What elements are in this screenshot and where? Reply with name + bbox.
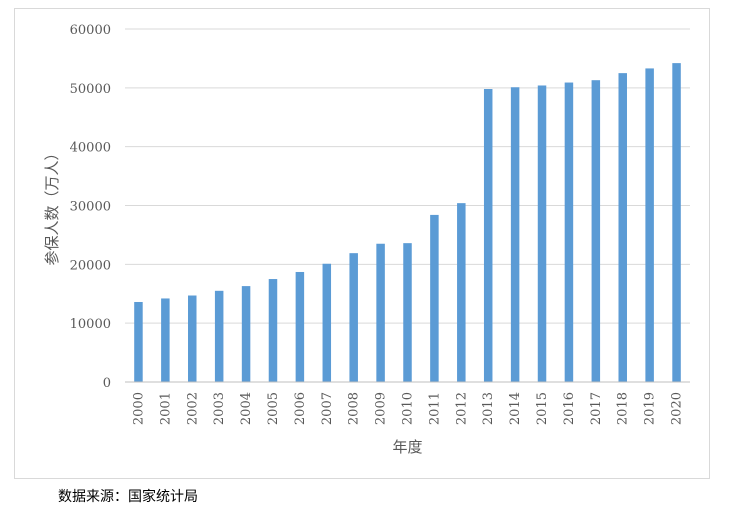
bar-2009: [376, 243, 385, 382]
bar-2014: [510, 87, 520, 382]
x-tick-label: 2009: [374, 392, 389, 425]
x-tick-label: 2004: [239, 392, 254, 425]
bar-2019: [645, 68, 654, 383]
bar-chart: 0 10000 20000 30000 40000 50000 60000 2000 2001…: [43, 23, 690, 456]
bar-2010: [403, 243, 412, 382]
bar-2013: [483, 89, 493, 382]
bar-2002: [188, 295, 197, 382]
x-tick-labels: 2000 2001 2002 2003 2004 2005 2006 2007 2008 2009…: [131, 392, 684, 425]
y-tick-labels: 0 10000 20000 30000 40000 50000 60000: [70, 23, 111, 391]
y-tick-label: 0: [103, 376, 111, 391]
y-tick-label: 10000: [70, 317, 111, 332]
x-tick-label: 2008: [347, 392, 362, 425]
y-tick-label: 50000: [70, 82, 111, 97]
x-tick-label: 2001: [158, 392, 173, 425]
x-tick-label: 2012: [454, 392, 469, 425]
bar-2003: [214, 290, 224, 382]
y-tick-label: 60000: [70, 23, 111, 38]
y-tick-label: 20000: [70, 258, 111, 273]
y-tick-label: 40000: [70, 141, 111, 156]
bar-2001: [161, 298, 170, 382]
x-tick-label: 2016: [562, 392, 577, 425]
x-axis-title: 年度: [392, 438, 422, 456]
bar-2005: [268, 279, 278, 382]
bar-2006: [295, 271, 305, 382]
x-tick-label: 2015: [535, 392, 550, 425]
x-tick-label: 2005: [266, 392, 281, 425]
x-tick-label: 2020: [670, 392, 685, 425]
bar-2016: [564, 82, 574, 382]
x-tick-label: 2006: [293, 392, 308, 425]
bar-2000: [134, 301, 143, 382]
bar-2020: [672, 63, 681, 383]
bar-2015: [537, 85, 547, 382]
x-tick-label: 2002: [185, 392, 200, 425]
x-tick-label: 2011: [427, 392, 442, 425]
x-tick-label: 2003: [212, 392, 227, 425]
y-axis-title: 参保人数（万人）: [43, 145, 61, 265]
bar-2018: [618, 73, 627, 383]
bar-2007: [322, 263, 332, 382]
x-tick-label: 2019: [643, 392, 658, 425]
chart-frame: 0 10000 20000 30000 40000 50000 60000 2000 2001…: [14, 8, 710, 479]
x-tick-label: 2014: [508, 392, 523, 425]
x-tick-label: 2018: [616, 392, 631, 425]
x-tick-label: 2017: [589, 392, 604, 425]
x-tick-label: 2013: [481, 392, 496, 425]
x-tick-label: 2007: [320, 392, 335, 425]
bars: [134, 63, 681, 383]
bar-2008: [349, 253, 358, 382]
source-note: 数据来源：国家统计局: [58, 489, 198, 505]
x-tick-label: 2010: [401, 392, 416, 425]
bar-2011: [430, 214, 439, 382]
y-tick-label: 30000: [70, 200, 111, 215]
bar-2004: [241, 286, 251, 382]
bar-2017: [591, 80, 601, 382]
x-tick-label: 2000: [131, 392, 146, 425]
bar-2012: [457, 203, 466, 382]
